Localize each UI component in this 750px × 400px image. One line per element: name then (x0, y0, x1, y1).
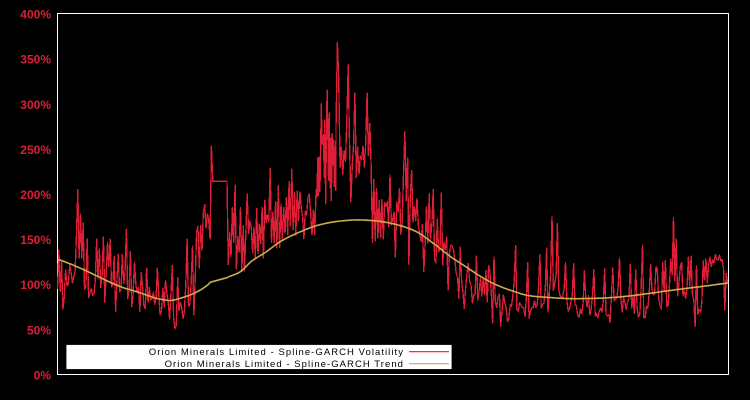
svg-text:100%: 100% (20, 278, 51, 292)
svg-text:50%: 50% (27, 323, 51, 337)
svg-text:350%: 350% (20, 53, 51, 67)
svg-text:Orion Minerals Limited - Splin: Orion Minerals Limited - Spline-GARCH Vo… (149, 347, 404, 358)
svg-text:300%: 300% (20, 98, 51, 112)
svg-text:200%: 200% (20, 188, 51, 202)
svg-text:150%: 150% (20, 233, 51, 247)
svg-text:400%: 400% (20, 8, 51, 22)
svg-text:Orion Minerals Limited - Splin: Orion Minerals Limited - Spline-GARCH Tr… (165, 359, 404, 370)
svg-text:0%: 0% (34, 369, 52, 383)
svg-text:250%: 250% (20, 143, 51, 157)
